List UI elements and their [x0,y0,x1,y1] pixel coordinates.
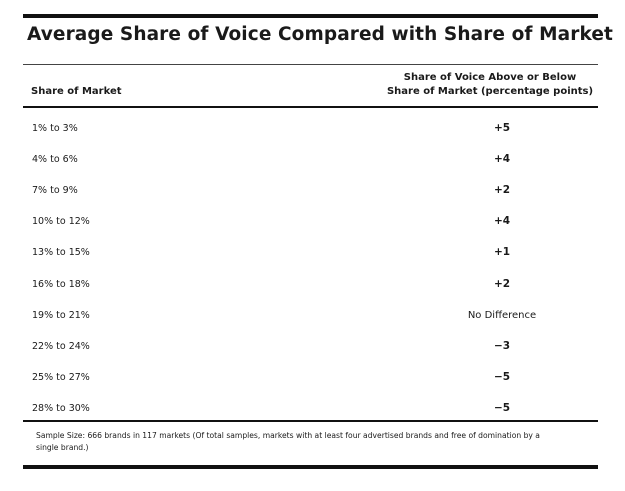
column-header-share-of-voice-line1: Share of Voice Above or Below [403,72,577,83]
table-row: 1% to 3% +5 [23,113,598,144]
share-of-voice-cell: −5 [493,401,511,414]
top-rule [23,14,598,18]
table-row: 22% to 24% −3 [23,331,598,362]
header-bottom-rule [23,106,598,108]
share-of-market-cell: 7% to 9% [32,185,78,197]
table-bottom-rule [23,420,598,422]
share-of-voice-cell: +1 [493,246,511,259]
table-row: 4% to 6% +4 [23,144,598,175]
share-of-voice-cell: +5 [493,122,511,134]
share-of-voice-cell: No Difference [467,309,537,321]
share-of-voice-cell: +2 [493,184,511,197]
header-top-rule [23,64,598,65]
share-of-voice-cell: +4 [493,215,511,228]
column-header-share-of-market: Share of Market [31,86,122,97]
table-title: Average Share of Voice Compared with Sha… [27,24,613,45]
footnote-line1: Sample Size: 666 brands in 117 markets (… [36,431,540,440]
share-of-voice-cell: +4 [493,153,511,166]
table-row: 13% to 15% +1 [23,237,598,268]
table-row: 19% to 21% No Difference [23,300,598,331]
share-of-voice-cell: −5 [493,370,511,383]
table-row: 10% to 12% +4 [23,206,598,237]
share-of-market-cell: 1% to 3% [32,123,78,134]
share-of-market-cell: 25% to 27% [32,371,90,383]
share-of-market-cell: 13% to 15% [32,247,90,259]
share-of-market-cell: 19% to 21% [32,309,90,321]
column-header-share-of-voice-line2: Share of Market (percentage points) [386,86,594,97]
footnote: Sample Size: 666 brands in 117 markets (… [36,430,596,454]
table-row: 16% to 18% +2 [23,269,598,300]
bottom-rule [23,465,598,469]
footnote-line2: single brand.) [36,443,89,452]
table-row: 25% to 27% −5 [23,362,598,393]
share-of-market-cell: 22% to 24% [32,340,90,352]
table-row: 7% to 9% +2 [23,175,598,206]
share-of-voice-cell: +2 [493,277,511,290]
share-of-voice-cell: −3 [493,339,511,352]
share-of-market-cell: 28% to 30% [32,402,90,414]
share-of-market-cell: 16% to 18% [32,278,90,290]
share-of-market-cell: 10% to 12% [32,216,90,228]
column-header-share-of-voice: Share of Voice Above or Below Share of M… [380,71,600,99]
table-row: 28% to 30% −5 [23,393,598,424]
share-of-market-cell: 4% to 6% [32,154,78,166]
